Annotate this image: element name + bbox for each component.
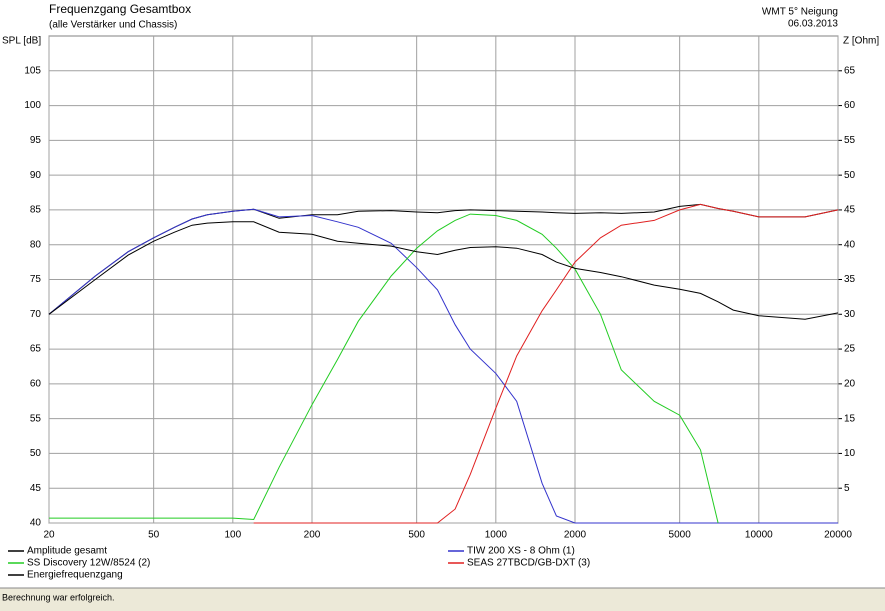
y-tick-label: 95 bbox=[30, 135, 42, 146]
legend-label: SS Discovery 12W/8524 (2) bbox=[27, 558, 150, 569]
y2-tick-label: 40 bbox=[844, 239, 856, 250]
legend-label: Energiefrequenzgang bbox=[27, 570, 123, 581]
y2-tick-label: 15 bbox=[844, 413, 856, 424]
legend-label: SEAS 27TBCD/GB-DXT (3) bbox=[467, 558, 590, 569]
y-tick-label: 65 bbox=[30, 344, 42, 355]
y2-tick-label: 55 bbox=[844, 135, 856, 146]
y-tick-label: 70 bbox=[30, 309, 42, 320]
y-tick-label: 40 bbox=[30, 518, 42, 529]
x-tick-label: 20 bbox=[43, 530, 55, 541]
y2-tick-label: 50 bbox=[844, 170, 856, 181]
y2-tick-label: 25 bbox=[844, 344, 856, 355]
x-tick-label: 10000 bbox=[745, 530, 773, 541]
chart-subtitle: (alle Verstärker und Chassis) bbox=[49, 20, 177, 31]
annotation: 06.03.2013 bbox=[788, 19, 838, 30]
y-tick-label: 75 bbox=[30, 274, 42, 285]
y2-tick-label: 20 bbox=[844, 378, 856, 389]
y2-tick-label: 35 bbox=[844, 274, 856, 285]
y2-tick-label: 65 bbox=[844, 65, 856, 76]
series-line bbox=[48, 221, 839, 320]
y-tick-label: 60 bbox=[30, 378, 42, 389]
x-tick-label: 50 bbox=[148, 530, 160, 541]
y2-tick-label: 45 bbox=[844, 205, 856, 216]
legend-label: TIW 200 XS - 8 Ohm (1) bbox=[467, 546, 575, 557]
x-tick-label: 500 bbox=[408, 530, 425, 541]
y-tick-label: 80 bbox=[30, 239, 42, 250]
y-tick-label: 45 bbox=[30, 483, 42, 494]
y-tick-label: 55 bbox=[30, 413, 42, 424]
y2-tick-label: 30 bbox=[844, 309, 856, 320]
y2-tick-label: 5 bbox=[844, 483, 850, 494]
x-tick-label: 100 bbox=[224, 530, 241, 541]
y-tick-label: 105 bbox=[24, 65, 41, 76]
status-bar bbox=[0, 588, 885, 611]
x-tick-label: 200 bbox=[304, 530, 321, 541]
chart-title: Frequenzgang Gesamtbox bbox=[49, 2, 191, 16]
x-tick-label: 5000 bbox=[669, 530, 692, 541]
y-axis-title: SPL [dB] bbox=[2, 36, 41, 47]
annotation: WMT 5° Neigung bbox=[762, 7, 838, 18]
status-text: Berechnung war erfolgreich. bbox=[2, 592, 115, 602]
x-tick-label: 2000 bbox=[564, 530, 587, 541]
y2-tick-label: 60 bbox=[844, 100, 856, 111]
x-tick-label: 1000 bbox=[485, 530, 508, 541]
series-line bbox=[48, 208, 838, 524]
series-line bbox=[253, 203, 839, 524]
y2-axis-title: Z [Ohm] bbox=[843, 36, 879, 47]
y-tick-label: 85 bbox=[30, 205, 42, 216]
y-tick-label: 50 bbox=[30, 448, 42, 459]
x-tick-label: 20000 bbox=[824, 530, 852, 541]
y-tick-label: 100 bbox=[24, 100, 41, 111]
legend-label: Amplitude gesamt bbox=[27, 546, 107, 557]
series-line bbox=[49, 213, 719, 524]
y-tick-label: 90 bbox=[30, 170, 42, 181]
y2-tick-label: 10 bbox=[844, 448, 856, 459]
